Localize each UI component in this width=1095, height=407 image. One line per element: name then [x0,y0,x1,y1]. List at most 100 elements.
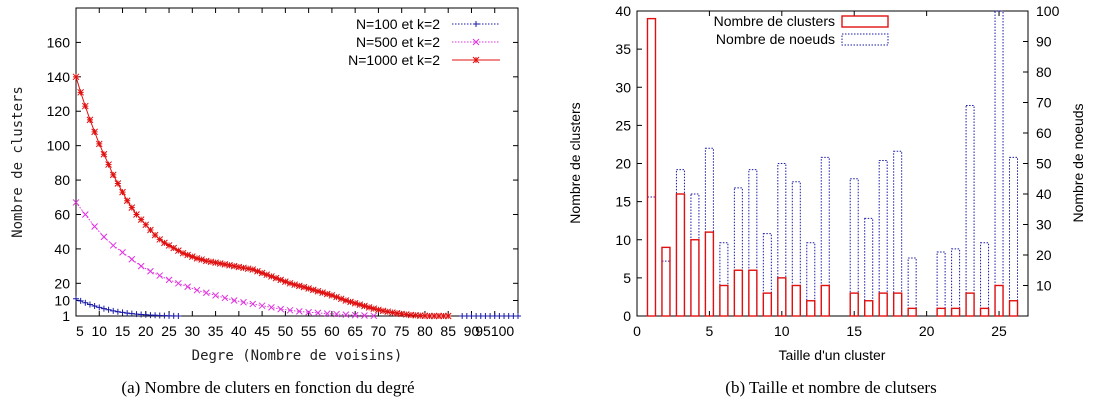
data-point [389,309,396,316]
legend-marker [472,56,480,64]
y-tick-label: 40 [54,241,70,257]
data-point [314,287,322,295]
data-point [333,310,340,318]
chart-a-y-label: Nombre de clusters [10,86,26,238]
chart-a-frame [75,7,519,317]
bar-clusters [907,307,917,317]
y2-tick-label: 50 [1036,156,1052,172]
data-point [119,248,126,256]
bar-nodes [936,251,946,317]
bar-clusters [719,284,729,317]
data-point [156,272,164,279]
bar-nodes [661,260,671,317]
y2-tick-label: 40 [1036,186,1052,202]
data-point [212,291,219,299]
data-point [193,286,201,294]
data-point [151,231,159,239]
bar-nodes [777,163,787,317]
series-3 [72,73,452,320]
data-point [82,299,89,306]
data-point [114,180,122,187]
chart-b-bars [646,10,1019,317]
data-point [226,261,233,269]
bar-clusters [936,307,946,317]
data-point [379,307,387,315]
data-point [128,255,136,263]
bar-clusters [777,277,787,317]
data-point [216,260,224,267]
data-point [175,313,182,319]
data-point [361,312,368,319]
y-tick-label: 40 [615,3,631,19]
data-point [77,88,85,96]
bar-clusters [661,246,671,317]
data-point [142,221,150,229]
bar-nodes [690,193,700,317]
data-point [342,297,350,304]
data-point [347,298,354,306]
x-tick-label: 75 [394,323,410,339]
x-tick-label: 45 [254,323,270,339]
data-point [384,308,392,316]
data-point [282,278,289,285]
data-point [137,216,145,223]
x-tick-label: 70 [371,323,387,339]
chart-a-legend: N=100 et k=2 N=500 et k=2 N=1000 et k=2 [348,16,500,68]
legend-marker [473,21,479,27]
y-tick-label: 160 [47,34,71,50]
data-point [268,273,275,280]
data-point [188,253,196,260]
y2-tick-label: 20 [1036,247,1052,263]
data-point [426,312,433,320]
data-point [91,128,98,136]
data-point [407,311,415,319]
bar-clusters [965,292,975,317]
chart-b: 0 5 10 15 20 25 0 5 10 15 20 25 30 35 40 10 20 30 40 50 60… [567,3,1086,397]
bar-clusters [878,292,888,317]
data-point [124,310,131,317]
x-tick-label: 85 [440,323,456,339]
data-point [319,289,326,296]
x-tick-label: 65 [347,323,363,339]
bar-nodes [806,242,816,317]
y-tick-label: 10 [54,293,70,309]
data-point [412,311,419,319]
data-point [277,276,285,284]
bar-nodes [994,10,1004,317]
y-tick-label: 20 [54,275,70,291]
bar-nodes [719,242,729,317]
data-point [137,262,145,270]
data-point [193,255,201,262]
data-point [430,312,438,320]
x-tick-label: 90 [464,323,480,339]
bar-nodes [980,242,990,317]
chart-b-caption: (b) Taille et nombre de clutsers [725,378,936,397]
legend-swatch [841,15,889,28]
data-point [109,242,117,249]
data-point [323,310,331,317]
x-tick-label: 30 [185,323,201,339]
x-tick-label: 5 [706,323,714,339]
data-point [370,305,378,312]
x-tick-label: 50 [278,323,294,339]
bar-clusters [646,17,657,317]
bar-nodes [849,178,859,317]
x-tick-label: 25 [991,323,1007,339]
data-point [91,303,98,310]
data-point [147,226,154,234]
data-point [258,302,266,310]
data-point [95,140,103,148]
bar-nodes [878,159,888,317]
chart-b-x-axis: 0 5 10 15 20 25 [633,11,1007,339]
y2-tick-label: 100 [1036,3,1060,19]
data-point [416,312,424,320]
y-tick-label: 30 [615,79,631,95]
y-tick-label: 0 [623,308,631,324]
data-point [235,263,243,271]
data-point [309,286,317,294]
chart-b-x-label: Taille d'un cluster [779,347,886,363]
data-point [323,290,331,298]
y-tick-label: 100 [47,138,71,154]
bar-clusters [762,292,773,317]
